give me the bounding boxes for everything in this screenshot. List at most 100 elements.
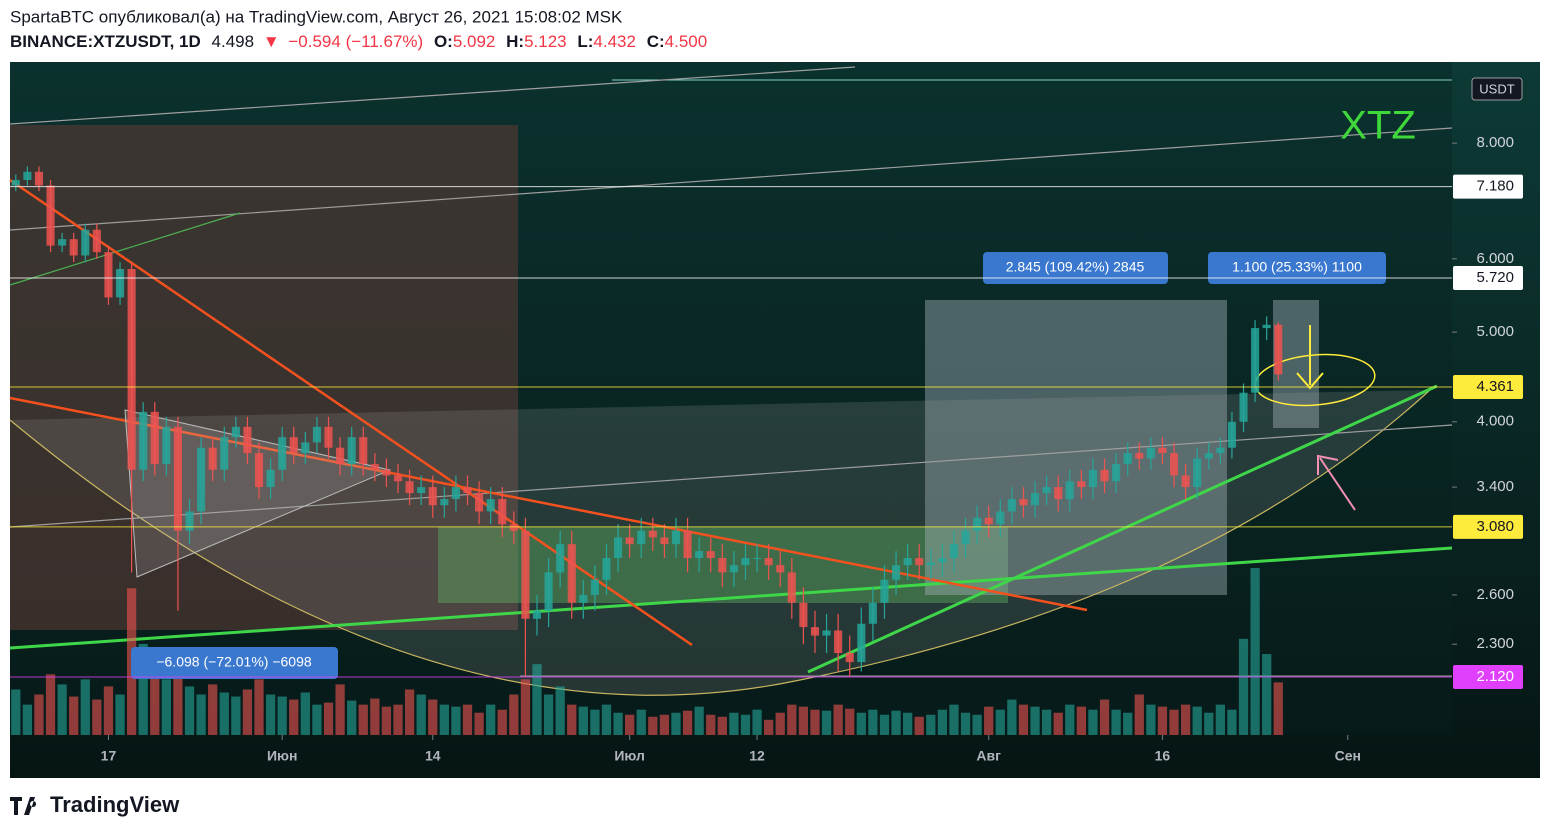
volume-bar [752,709,762,735]
candle-body [1251,328,1260,393]
volume-bar [1041,709,1052,735]
volume-bar [1065,704,1075,735]
measure-label: −6.098 (−72.01%) −6098 [156,654,312,670]
candle-body [486,499,495,512]
candle-body [393,475,403,482]
candle-body [139,411,148,470]
measure-label-box [131,647,338,679]
volume-bar [381,706,392,735]
volume-bar [1169,709,1179,735]
ohlc-label: L: [577,32,593,51]
volume-bar [764,719,774,735]
price-label: 3.080 [1476,518,1514,535]
candle-body [776,565,785,573]
x-tick-label: 14 [425,748,441,764]
volume-bar [312,704,322,735]
candle-body [417,487,426,494]
price-label: 4.361 [1476,378,1514,395]
candle-body [1216,447,1225,454]
volume-bar [150,674,160,735]
volume-bar [787,704,797,735]
candle-body [312,426,321,443]
volume-bar [648,716,658,735]
candle-body [336,447,345,465]
candle-body [463,487,472,494]
ohlc-value: 4.432 [593,32,636,51]
candle-body [961,530,970,545]
candle-body [1054,487,1063,500]
candle-body [104,252,113,298]
volume-bar [636,709,646,735]
volume-bar [891,710,901,735]
candle-body [1239,392,1248,422]
volume-bar [428,699,438,735]
candle-body [1204,453,1213,459]
candle-body [324,426,333,448]
x-tick-label: Июл [614,748,645,764]
price-label-box [1453,375,1523,400]
volume-bar [1215,704,1225,735]
candle-body [683,530,692,559]
volume-bar [497,709,507,735]
candle-body [938,558,947,563]
candle-body [532,610,542,619]
volume-bar [11,689,21,735]
x-tick-label: Сен [1335,748,1361,764]
candle-body [208,447,217,470]
candle-body [614,537,623,559]
volume-bar [578,706,588,735]
candle-body [903,558,912,566]
price-label-box [1453,174,1523,199]
volume-bar [543,694,554,735]
volume-bar [184,686,195,735]
volume-bar [231,696,241,735]
logo-icon [10,797,37,815]
chart-marks [11,166,1283,735]
price-label-box [1453,514,1523,539]
candle-body [810,627,820,636]
candle-body [359,437,368,465]
volume-bar [289,699,299,735]
candle-body [521,530,530,619]
volume-bar [1030,706,1040,735]
candle-body [1135,453,1144,459]
ticker-line: BINANCE:XTZUSDT, 1D 4.498 ▼ −0.594 (−11.… [10,32,707,51]
candle-body [857,623,866,663]
ohlc-value: 4.500 [665,32,708,51]
candle-body [637,530,646,545]
candle-body [428,487,437,506]
candle-body [231,426,240,438]
volume-bar [520,679,531,735]
candle-body [915,558,924,566]
candle-body [764,558,773,566]
candle-body [1077,481,1086,488]
candle-body [741,558,750,566]
volume-bar [462,704,473,735]
candle-body [162,426,171,465]
volume-bar [1099,699,1110,735]
candle-body [243,426,252,454]
publish-line: SpartaBTC опубликовал(а) на TradingView.… [10,7,623,26]
symbol: BINANCE:XTZUSDT, 1D [10,32,201,51]
measure-label: 2.845 (109.42%) 2845 [1006,259,1145,275]
candle-body [1088,469,1098,488]
triangle [124,409,392,578]
volume-bar [45,674,56,735]
volume-bar [717,716,727,735]
candle-body [1181,475,1190,488]
candle-body [1042,487,1051,494]
candle-body [567,544,576,603]
candle-body [996,511,1005,525]
change: −0.594 (−11.67%) [288,32,423,51]
candle-body [69,239,78,256]
volume-bar [1007,699,1017,735]
candle-body [34,171,44,186]
volume-bar [740,714,751,735]
volume-bar [254,679,264,735]
volume-bar [69,696,79,735]
volume-bar [625,714,635,735]
volume-bar [1111,709,1121,735]
candle-body [1262,324,1271,329]
volume-bar [265,694,276,735]
candle-body [185,511,194,531]
